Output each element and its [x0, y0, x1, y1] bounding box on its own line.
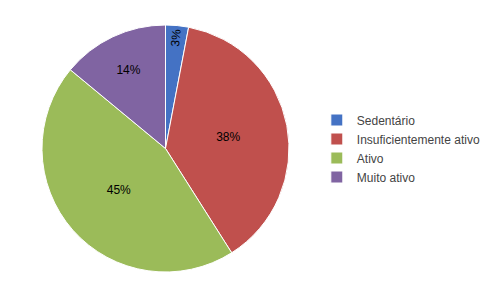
svg-text:14%: 14%	[116, 63, 140, 77]
svg-text:Insuficientemente ativo: Insuficientemente ativo	[357, 133, 480, 147]
svg-text:3%: 3%	[168, 28, 184, 47]
svg-text:45%: 45%	[107, 183, 131, 197]
svg-text:Sedentário: Sedentário	[357, 114, 415, 128]
svg-text:38%: 38%	[216, 130, 240, 144]
svg-text:Ativo: Ativo	[357, 152, 384, 166]
svg-text:Muito ativo: Muito ativo	[357, 171, 415, 185]
